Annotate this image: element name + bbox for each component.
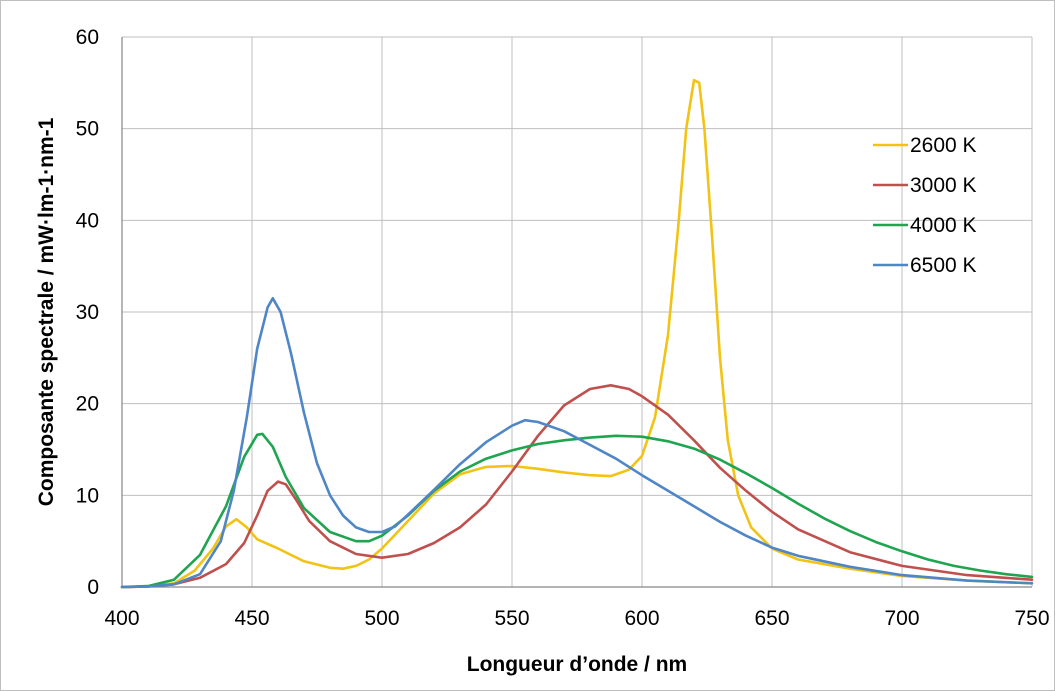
legend-label: 4000 K: [910, 214, 977, 237]
legend: 2600 K 3000 K 4000 K 6500 K: [873, 134, 977, 277]
series-line-4000-k: [120, 432, 1034, 589]
x-tick-label: 450: [234, 607, 269, 630]
y-tick-label: 60: [76, 26, 99, 49]
series-line-3000-k: [120, 384, 1034, 589]
y-tick-label: 30: [76, 301, 99, 324]
series-lines: [120, 78, 1034, 589]
series-line-6500-k: [120, 297, 1034, 589]
x-tick-label: 400: [104, 607, 139, 630]
x-axis-title: Longueur d’onde / nm: [467, 653, 687, 676]
y-axis-title: Composante spectrale / mW·lm-1·nm-1: [35, 117, 58, 506]
legend-label: 6500 K: [910, 254, 977, 277]
y-tick-label: 20: [76, 393, 99, 416]
legend-label: 2600 K: [910, 134, 977, 157]
axes: [121, 37, 1032, 588]
y-tick-labels: 0 10 20 30 40 50 60: [76, 26, 99, 599]
y-tick-label: 40: [76, 209, 99, 232]
legend-label: 3000 K: [910, 174, 977, 197]
x-tick-label: 700: [884, 607, 919, 630]
y-tick-label: 0: [87, 576, 99, 599]
x-tick-label: 750: [1014, 607, 1049, 630]
y-tick-label: 50: [76, 118, 99, 141]
x-tick-label: 600: [624, 607, 659, 630]
x-tick-labels: 400 450 500 550 600 650 700 750: [104, 607, 1049, 630]
x-tick-label: 550: [494, 607, 529, 630]
y-tick-label: 10: [76, 484, 99, 507]
x-tick-label: 650: [754, 607, 789, 630]
grid-lines: [121, 36, 1033, 588]
x-tick-label: 500: [364, 607, 399, 630]
